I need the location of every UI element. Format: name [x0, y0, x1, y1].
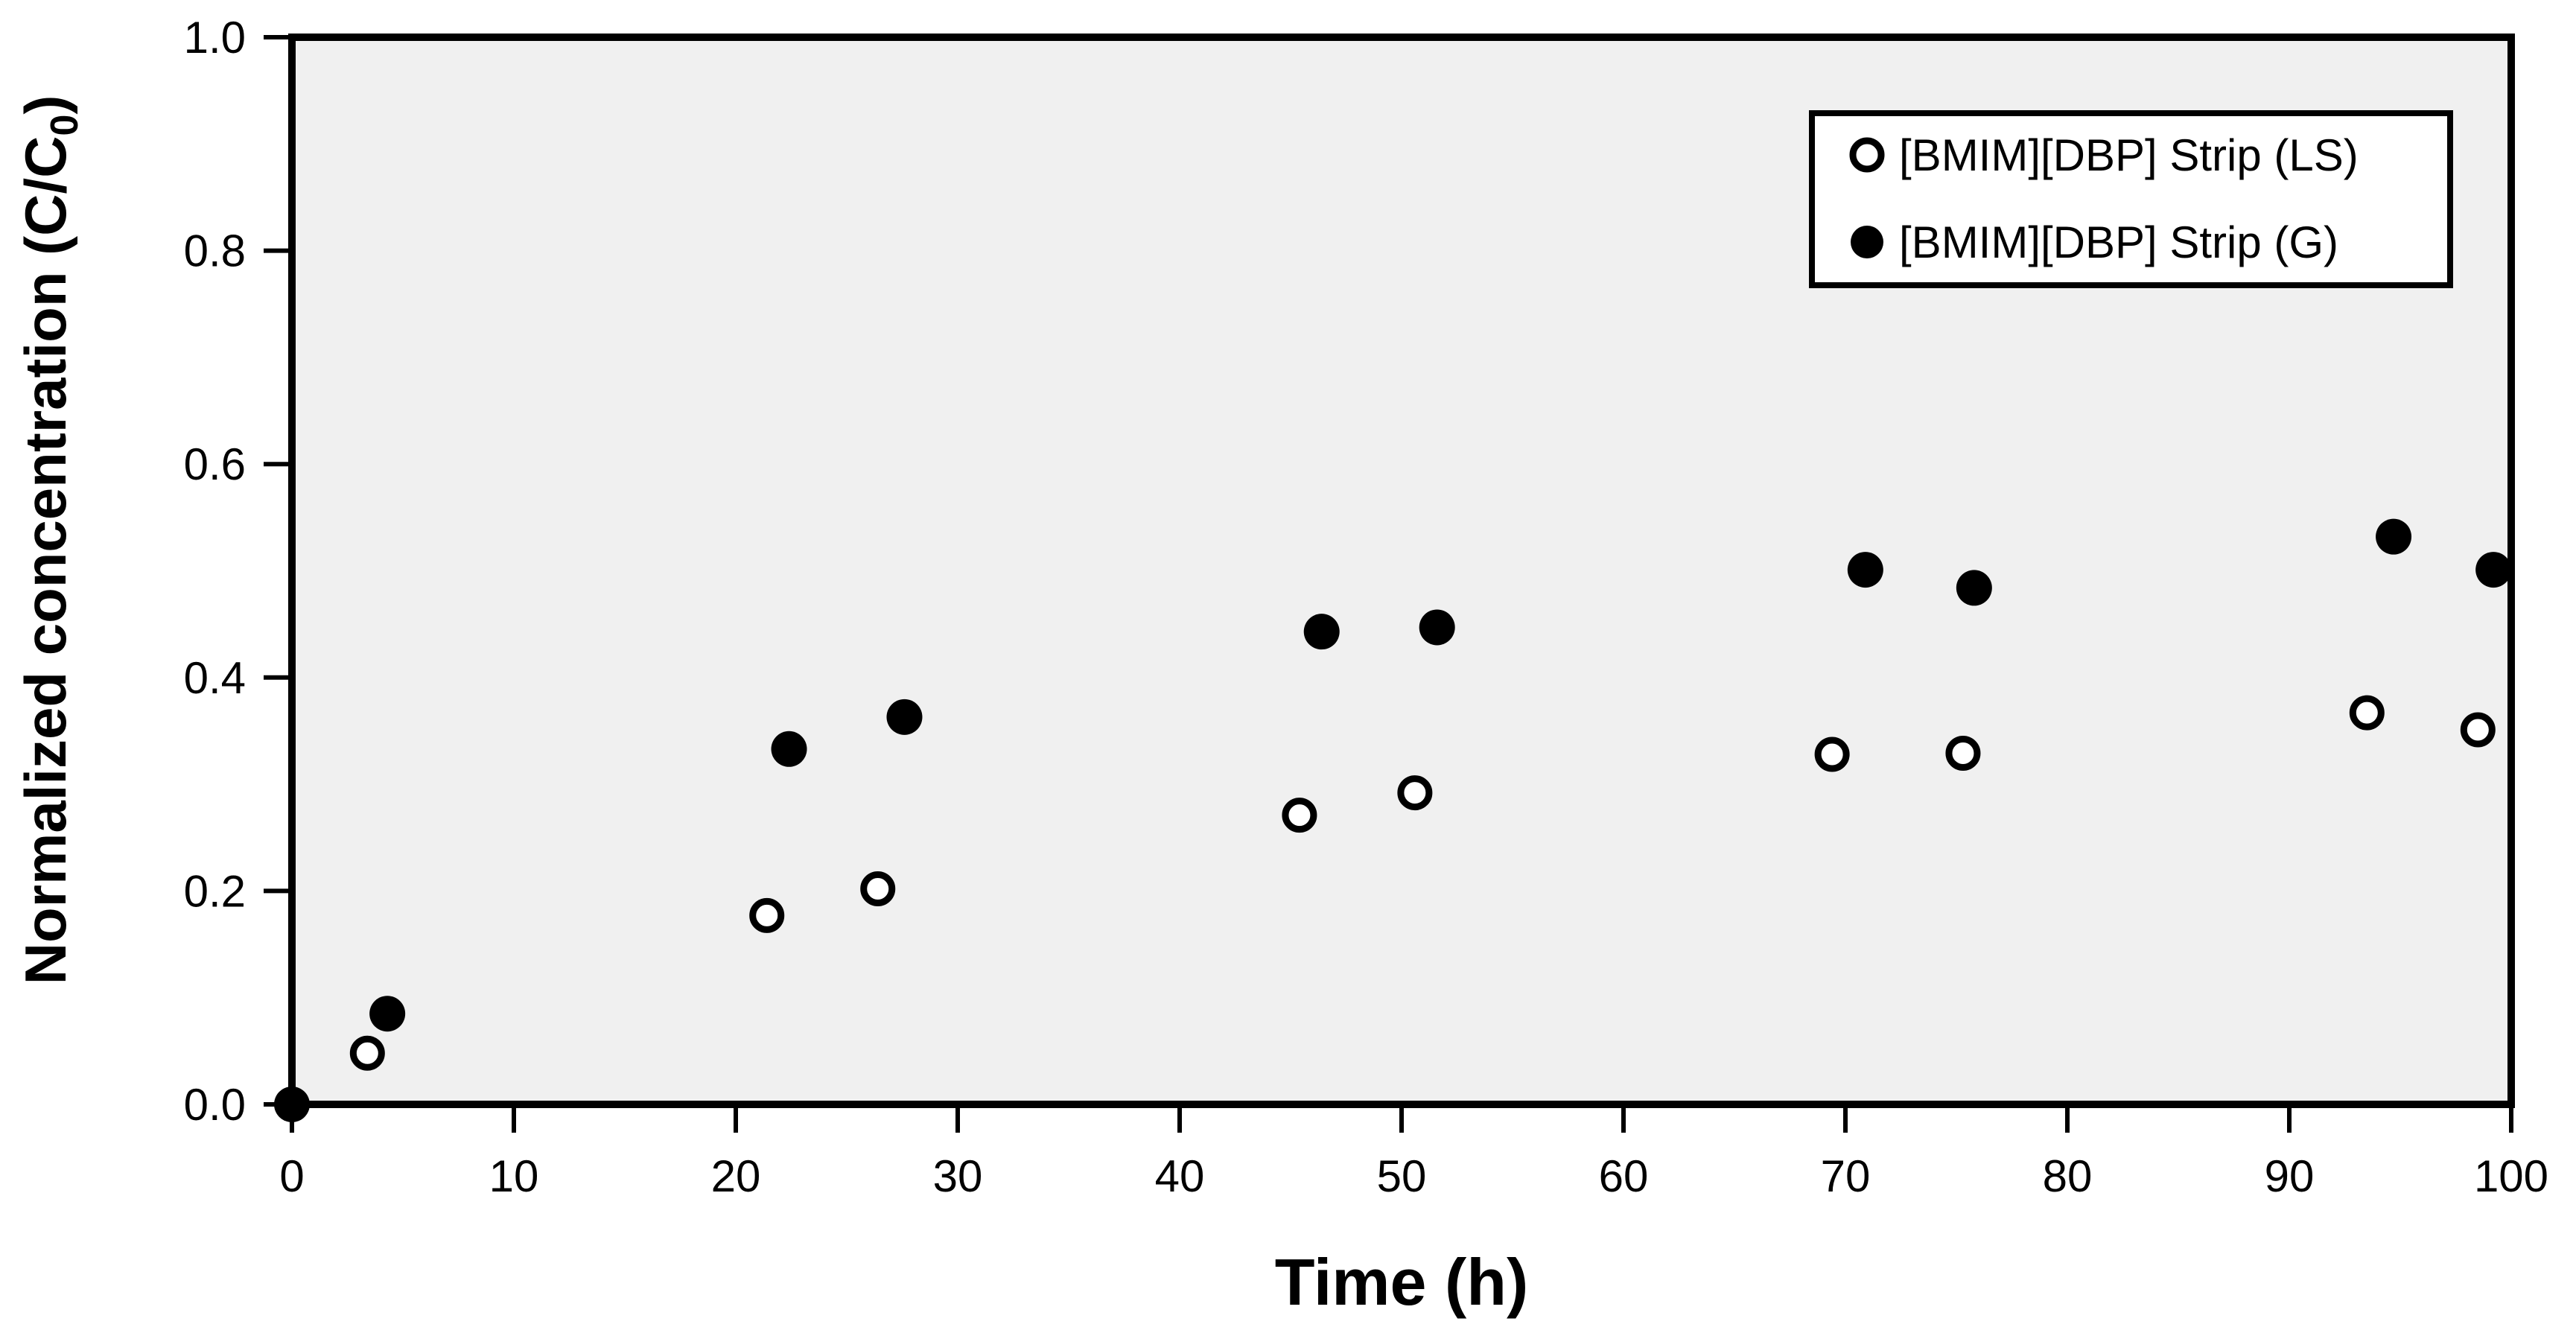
data-point-series-1	[1303, 614, 1340, 650]
x-tick-label: 60	[1599, 1151, 1649, 1201]
x-tick-label: 10	[489, 1151, 539, 1201]
x-tick-label: 90	[2265, 1151, 2315, 1201]
legend-label: [BMIM][DBP] Strip (LS)	[1899, 130, 2359, 180]
data-point-series-0	[2349, 695, 2385, 731]
legend-marker-filled-circle	[1851, 226, 1883, 258]
x-axis-title: Time (h)	[1275, 1245, 1529, 1319]
x-axis-ticks-group: 0 10 20 30 40 50 60 70 80 90 100	[279, 1104, 2548, 1201]
data-point-series-1	[2475, 552, 2512, 588]
y-tick-label: 0.0	[184, 1080, 246, 1130]
data-point-series-1	[2376, 518, 2412, 555]
y-tick-label: 0.6	[184, 439, 246, 489]
x-tick-label: 80	[2043, 1151, 2093, 1201]
y-axis-ticks-group: 0.0 0.2 0.4 0.6 0.8 1.0	[184, 13, 292, 1130]
x-tick-label: 100	[2474, 1151, 2548, 1201]
data-point-series-0	[2460, 712, 2496, 748]
x-tick-label: 20	[711, 1151, 761, 1201]
y-axis-title: Normalized concentration (C/C0)	[13, 95, 86, 985]
data-point-series-1	[1419, 609, 1455, 646]
x-tick-label: 70	[1821, 1151, 1871, 1201]
x-tick-label: 50	[1377, 1151, 1427, 1201]
data-point-series-1	[886, 699, 923, 735]
data-point-series-0	[1397, 775, 1433, 811]
data-point-series-1	[771, 731, 807, 767]
legend-marker-open-circle	[1849, 137, 1885, 173]
legend: [BMIM][DBP] Strip (LS) [BMIM][DBP] Strip …	[1809, 110, 2453, 288]
y-tick-label: 1.0	[184, 13, 246, 63]
y-tick-label: 0.4	[184, 653, 246, 703]
y-tick-label: 0.2	[184, 866, 246, 916]
data-point-series-1	[369, 996, 406, 1032]
x-tick-label: 30	[933, 1151, 983, 1201]
legend-label: [BMIM][DBP] Strip (G)	[1899, 217, 2338, 267]
x-tick-label: 40	[1155, 1151, 1205, 1201]
data-point-series-0	[1282, 798, 1317, 833]
legend-box	[1809, 110, 2453, 288]
data-point-series-0	[1945, 736, 1981, 772]
data-point-series-0	[1814, 737, 1850, 772]
x-tick-label: 0	[279, 1151, 304, 1201]
data-point-series-0	[349, 1035, 385, 1071]
y-tick-label: 0.8	[184, 226, 246, 276]
data-point-series-1	[1956, 570, 1992, 606]
data-point-series-0	[749, 897, 785, 933]
data-point-series-1	[1847, 552, 1883, 588]
data-point-series-0	[860, 871, 896, 907]
